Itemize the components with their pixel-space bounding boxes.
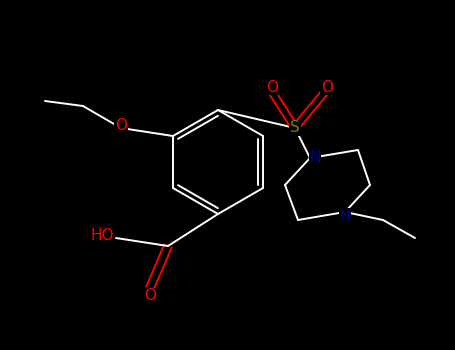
Text: HO: HO [91,229,114,244]
Text: O: O [321,79,333,94]
Text: S: S [290,120,300,135]
Text: N: N [309,150,321,166]
Text: O: O [266,79,278,94]
Text: O: O [115,119,127,133]
Text: O: O [144,288,156,303]
Text: N: N [340,209,350,223]
